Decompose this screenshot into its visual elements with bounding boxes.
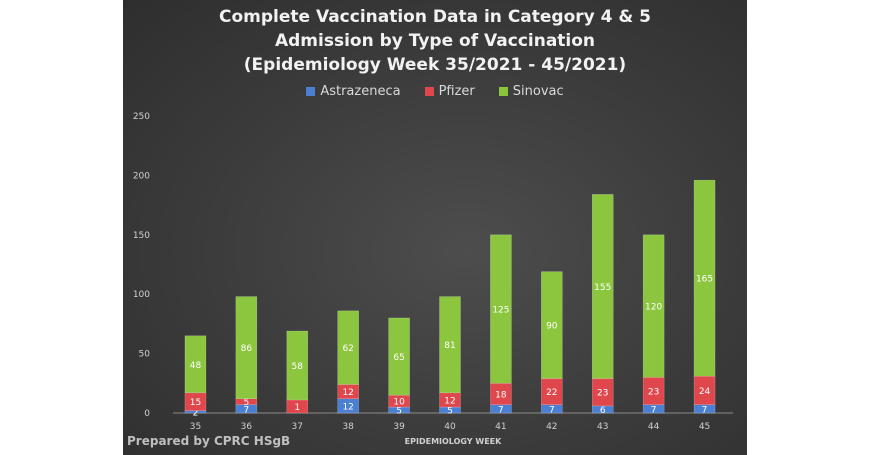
y-tick-label: 100 bbox=[133, 290, 150, 300]
data-label: 2 bbox=[193, 408, 199, 418]
bar-sinovac bbox=[184, 335, 207, 394]
bar-chart: 0501001502002502154835758636158371212623… bbox=[133, 112, 733, 446]
x-tick-label: 44 bbox=[648, 422, 660, 432]
x-tick-label: 35 bbox=[190, 422, 201, 432]
bar-pfizer bbox=[541, 378, 563, 405]
legend-swatch-astrazeneca bbox=[306, 87, 316, 96]
data-label: 81 bbox=[444, 341, 455, 351]
legend-item-pfizer: Pfizer bbox=[424, 84, 475, 99]
data-label: 12 bbox=[342, 402, 353, 412]
data-label: 120 bbox=[645, 303, 662, 313]
bar-sinovac bbox=[286, 330, 309, 401]
bar-sinovac bbox=[388, 317, 410, 396]
legend-swatch-sinovac bbox=[498, 87, 508, 96]
y-tick-label: 200 bbox=[133, 171, 150, 181]
data-label: 24 bbox=[699, 387, 711, 397]
data-label: 5 bbox=[447, 407, 453, 417]
y-tick-label: 150 bbox=[133, 231, 150, 241]
chart-title: Complete Vaccination Data in Category 4 … bbox=[123, 5, 747, 77]
data-label: 12 bbox=[342, 388, 353, 398]
data-label: 10 bbox=[393, 398, 405, 408]
x-tick-label: 36 bbox=[241, 422, 253, 432]
y-tick-label: 50 bbox=[139, 350, 151, 360]
data-label: 86 bbox=[241, 344, 253, 354]
chart-legend: Astrazeneca Pfizer Sinovac bbox=[123, 84, 747, 99]
data-label: 125 bbox=[492, 306, 509, 316]
data-label: 7 bbox=[651, 405, 657, 415]
data-label: 12 bbox=[444, 396, 455, 406]
data-label: 7 bbox=[498, 405, 504, 415]
x-tick-label: 39 bbox=[393, 422, 405, 432]
legend-item-astrazeneca: Astrazeneca bbox=[306, 84, 401, 99]
title-line-3: (Epidemiology Week 35/2021 - 45/2021) bbox=[243, 55, 627, 75]
bar-sinovac bbox=[337, 310, 359, 385]
legend-label-pfizer: Pfizer bbox=[438, 84, 475, 99]
chart-panel: Complete Vaccination Data in Category 4 … bbox=[123, 0, 747, 455]
x-tick-label: 41 bbox=[495, 422, 506, 432]
bar-sinovac bbox=[541, 271, 563, 379]
data-label: 6 bbox=[600, 406, 606, 416]
data-label: 15 bbox=[190, 398, 201, 408]
x-tick-label: 43 bbox=[597, 422, 608, 432]
credit-text: Prepared by CPRC HSgB bbox=[127, 434, 291, 448]
bar-sinovac bbox=[439, 296, 461, 394]
x-tick-label: 40 bbox=[444, 422, 456, 432]
data-label: 22 bbox=[546, 388, 557, 398]
x-axis-label: EPIDEMIOLOGY WEEK bbox=[405, 437, 502, 446]
data-label: 7 bbox=[243, 405, 249, 415]
legend-item-sinovac: Sinovac bbox=[498, 84, 564, 99]
title-line-2: Admission by Type of Vaccination bbox=[274, 31, 596, 51]
y-tick-label: 0 bbox=[144, 409, 150, 419]
legend-swatch-pfizer bbox=[424, 87, 434, 96]
data-label: 5 bbox=[243, 398, 249, 408]
bar-sinovac bbox=[490, 234, 512, 384]
data-label: 23 bbox=[597, 389, 608, 399]
bar-sinovac bbox=[693, 179, 716, 377]
x-tick-label: 45 bbox=[699, 422, 710, 432]
data-label: 90 bbox=[546, 322, 558, 332]
data-label: 18 bbox=[495, 390, 507, 400]
bar-sinovac bbox=[591, 194, 614, 379]
data-label: 58 bbox=[292, 362, 304, 372]
legend-label-astrazeneca: Astrazeneca bbox=[320, 84, 401, 99]
bar-sinovac bbox=[642, 234, 665, 378]
y-tick-label: 250 bbox=[133, 112, 150, 122]
data-label: 48 bbox=[190, 361, 202, 371]
data-label: 65 bbox=[393, 353, 404, 363]
x-tick-label: 38 bbox=[342, 422, 354, 432]
data-label: 155 bbox=[594, 283, 611, 293]
data-label: 62 bbox=[342, 344, 353, 354]
x-tick-label: 42 bbox=[546, 422, 557, 432]
data-label: 1 bbox=[294, 403, 300, 413]
legend-label-sinovac: Sinovac bbox=[512, 84, 564, 99]
data-label: 5 bbox=[396, 407, 402, 417]
data-label: 23 bbox=[648, 388, 659, 398]
bar-sinovac bbox=[235, 296, 258, 399]
data-label: 165 bbox=[696, 275, 713, 285]
data-label: 7 bbox=[549, 405, 555, 415]
title-line-1: Complete Vaccination Data in Category 4 … bbox=[219, 7, 651, 27]
data-label: 7 bbox=[702, 405, 708, 415]
x-tick-label: 37 bbox=[292, 422, 303, 432]
